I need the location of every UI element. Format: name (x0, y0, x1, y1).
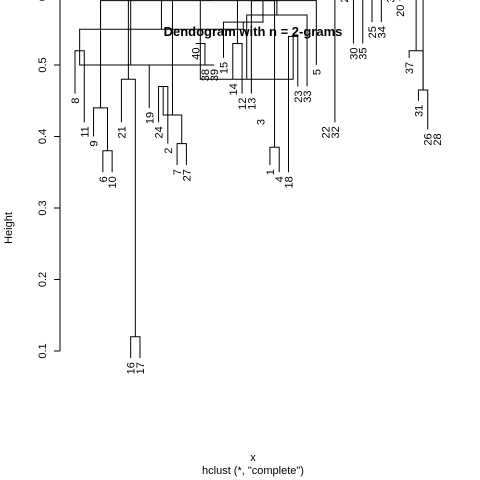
leaf-label: 2 (163, 148, 175, 154)
leaf-label: 30 (348, 48, 360, 60)
y-tick-label: 0.3 (37, 200, 49, 215)
leaf-label: 16 (126, 362, 138, 374)
leaf-label: 39 (209, 69, 221, 81)
leaf-label: 11 (79, 126, 91, 137)
dendrogram-link (102, 150, 113, 173)
leaf-label: 17 (135, 362, 147, 374)
leaf-label: 26 (423, 133, 435, 145)
leaf-label: 6 (98, 176, 110, 182)
leaf-label: 23 (293, 90, 305, 102)
leaf-labels: 8119610211617192427274038391514121331418… (70, 0, 444, 374)
leaf-label: 35 (358, 48, 370, 60)
dendrogram-link (79, 50, 182, 66)
y-tick-label: 0.1 (37, 343, 49, 358)
leaf-label: 9 (89, 141, 101, 147)
chart-title: Dendogram with n = 2-grams (164, 24, 343, 39)
dendrogram-link (130, 336, 141, 359)
dendrogram-link (195, 43, 206, 65)
y-tick-label: 0.5 (37, 57, 49, 72)
dendrogram-link (269, 146, 280, 173)
leaf-label: 8 (70, 98, 82, 104)
dendrogram-link (100, 0, 417, 108)
leaf-label: 7 (172, 169, 184, 175)
dendrogram-link (130, 0, 162, 65)
leaf-label: 3 (256, 119, 268, 125)
dendrogram-link (371, 0, 382, 23)
y-axis-label: Height (3, 212, 15, 244)
leaf-label: 36 (386, 0, 398, 3)
leaf-label: 37 (404, 62, 416, 74)
leaf-label: 1 (265, 169, 277, 175)
leaf-label: 4 (274, 176, 286, 182)
method-sublabel: hclust (*, "complete") (202, 465, 304, 477)
y-axis: 0.10.20.30.40.50.60.70.8 (37, 0, 61, 359)
leaf-label: 15 (219, 62, 231, 74)
leaf-label: 14 (228, 83, 240, 95)
leaf-label: 21 (116, 126, 128, 138)
dendrogram-link (176, 143, 187, 166)
dendrogram-link (352, 0, 364, 44)
leaf-label: 31 (413, 105, 425, 117)
dendrogram-link (127, 0, 278, 80)
leaf-label: 24 (154, 126, 166, 138)
leaf-label: 22 (321, 126, 333, 138)
leaf-label: 25 (367, 26, 379, 38)
leaf-label: 13 (246, 98, 258, 110)
leaf-label: 28 (432, 133, 444, 145)
leaf-label: 32 (330, 126, 342, 138)
dendrogram-link (334, 0, 336, 123)
leaf-label: 34 (376, 26, 388, 38)
leaf-label: 33 (302, 90, 314, 102)
dendrogram-link (100, 0, 317, 108)
dendrogram-tree (74, 0, 429, 359)
leaf-label: 19 (144, 112, 156, 124)
dendrogram-link (120, 78, 136, 337)
dendrogram-link (171, 0, 209, 116)
leaf-label: 12 (237, 98, 249, 110)
leaf-label: 20 (395, 5, 407, 17)
leaf-label: 10 (107, 176, 119, 188)
leaf-label: 27 (181, 169, 193, 181)
dendrogram-link (199, 0, 238, 44)
y-tick-label: 0.4 (37, 129, 49, 144)
leaf-label: 40 (191, 48, 203, 60)
leaf-label: 5 (311, 69, 323, 75)
leaf-label: 38 (200, 69, 212, 81)
x-axis-label: x (250, 452, 256, 464)
leaf-label: 18 (283, 176, 295, 188)
dendrogram-link (422, 0, 424, 91)
leaf-label: 29 (339, 0, 351, 3)
y-tick-label: 0.6 (37, 0, 49, 1)
y-tick-label: 0.2 (37, 272, 49, 287)
